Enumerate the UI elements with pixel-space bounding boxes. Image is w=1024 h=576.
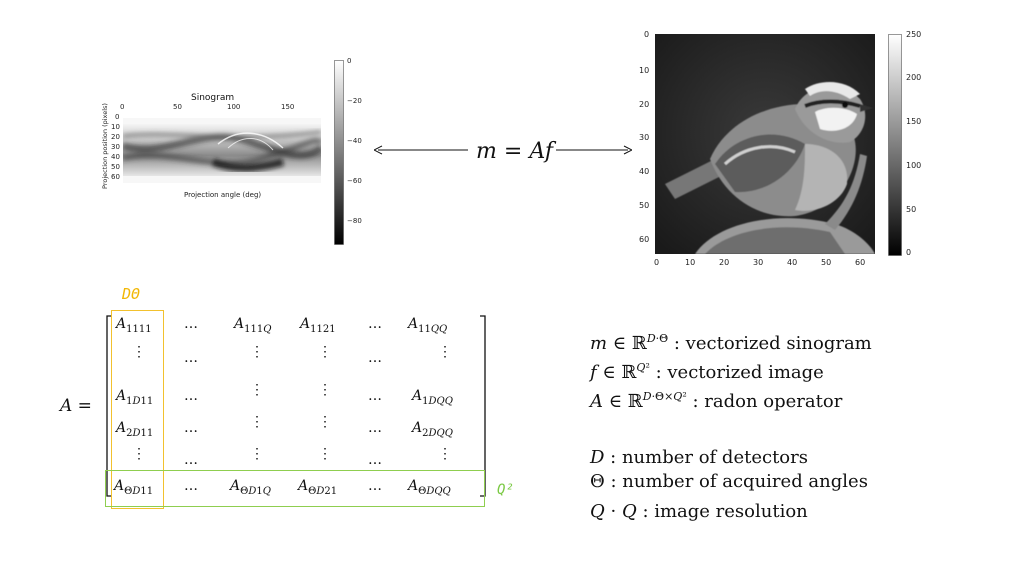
sinogram-ytick: 50 bbox=[111, 163, 120, 171]
bird-xtick: 50 bbox=[821, 258, 832, 267]
def-d: D : number of detectors bbox=[590, 447, 808, 468]
matrix-lhs: A = bbox=[60, 396, 92, 416]
sinogram-xtick: 0 bbox=[120, 103, 125, 111]
forward-model-equation: m = Af bbox=[476, 139, 553, 164]
bird-ytick: 30 bbox=[639, 133, 650, 142]
bird-xtick: 30 bbox=[753, 258, 764, 267]
bird-colorbar-tick: 200 bbox=[906, 73, 922, 82]
def-d-label: : number of detectors bbox=[610, 447, 808, 468]
def-m-label: : vectorized sinogram bbox=[673, 333, 872, 354]
def-theta: Θ : number of acquired angles bbox=[590, 471, 868, 492]
sinogram-colorbar-tick: −20 bbox=[347, 97, 362, 105]
column-highlight-box bbox=[111, 310, 164, 509]
def-theta-label: : number of acquired angles bbox=[610, 471, 868, 492]
bird-colorbar-tick: 100 bbox=[906, 161, 922, 170]
row-label: Q² bbox=[497, 482, 514, 498]
sinogram-xtick: 50 bbox=[173, 103, 182, 111]
sinogram-xtick: 150 bbox=[281, 103, 295, 111]
sinogram-colorbar bbox=[334, 60, 344, 245]
def-f: f ∈ ℝQ² : vectorized image bbox=[590, 361, 824, 383]
matrix-entries: A1111 … A111Q A1121 … A11QQ ⋮ … ⋮ ⋮ … ⋮ … bbox=[114, 316, 453, 497]
bird-xtick: 10 bbox=[685, 258, 696, 267]
bird-ytick: 0 bbox=[644, 30, 650, 39]
sinogram-ytick: 30 bbox=[111, 143, 120, 151]
def-q: Q · Q : image resolution bbox=[590, 501, 808, 522]
bird-colorbar-tick: 150 bbox=[906, 117, 922, 126]
bird-xtick: 60 bbox=[855, 258, 866, 267]
sinogram-xlabel: Projection angle (deg) bbox=[184, 191, 262, 199]
right-arrow bbox=[556, 145, 632, 155]
bird-colorbar bbox=[888, 34, 902, 256]
equation-equals: = bbox=[503, 139, 523, 164]
sinogram-ytick: 10 bbox=[111, 123, 120, 131]
sinogram-xtick: 100 bbox=[227, 103, 241, 111]
bird-xtick: 20 bbox=[719, 258, 730, 267]
bird-panel: 0 10 20 30 40 50 60 bbox=[630, 26, 940, 271]
bird-ytick: 60 bbox=[639, 235, 650, 244]
sinogram-panel: Sinogram 0 50 100 150 0 10 20 30 40 50 6… bbox=[96, 56, 366, 256]
equation-rhs: Af bbox=[529, 139, 553, 164]
sinogram-ytick: 0 bbox=[115, 113, 120, 121]
bird-image bbox=[655, 34, 875, 254]
sinogram-image bbox=[123, 118, 321, 183]
def-a-label: : radon operator bbox=[692, 391, 843, 412]
matrix-brackets bbox=[106, 315, 486, 497]
sinogram-colorbar-tick: 0 bbox=[347, 57, 352, 65]
bird-colorbar-tick: 50 bbox=[906, 205, 917, 214]
row-highlight-box bbox=[105, 470, 485, 507]
bird-ytick: 40 bbox=[639, 167, 650, 176]
bird-ytick: 10 bbox=[639, 66, 650, 75]
bird-ytick: 50 bbox=[639, 201, 650, 210]
def-a: A ∈ ℝD·Θ×Q² : radon operator bbox=[590, 390, 843, 412]
sinogram-ytick: 20 bbox=[111, 133, 120, 141]
def-f-label: : vectorized image bbox=[655, 362, 824, 383]
bird-xtick: 40 bbox=[787, 258, 798, 267]
def-m: m ∈ ℝD·Θ : vectorized sinogram bbox=[590, 332, 872, 354]
sinogram-ytick: 60 bbox=[111, 173, 120, 181]
sinogram-colorbar-tick: −60 bbox=[347, 177, 362, 185]
column-label: DΘ bbox=[122, 285, 141, 303]
sinogram-title: Sinogram bbox=[191, 93, 235, 103]
sinogram-colorbar-tick: −80 bbox=[347, 217, 362, 225]
definitions: m ∈ ℝD·Θ : vectorized sinogram f ∈ ℝQ² :… bbox=[590, 327, 1010, 524]
bird-colorbar-tick: 250 bbox=[906, 30, 922, 39]
bird-colorbar-tick: 0 bbox=[906, 248, 912, 257]
sinogram-colorbar-tick: −40 bbox=[347, 137, 362, 145]
bird-ytick: 20 bbox=[639, 100, 650, 109]
left-arrow bbox=[374, 145, 468, 155]
def-q-label: : image resolution bbox=[642, 501, 808, 522]
sinogram-ytick: 40 bbox=[111, 153, 120, 161]
bird-xtick: 0 bbox=[654, 258, 660, 267]
equation-lhs: m bbox=[476, 139, 497, 164]
sinogram-ylabel: Projection position (pixels) bbox=[101, 103, 109, 189]
